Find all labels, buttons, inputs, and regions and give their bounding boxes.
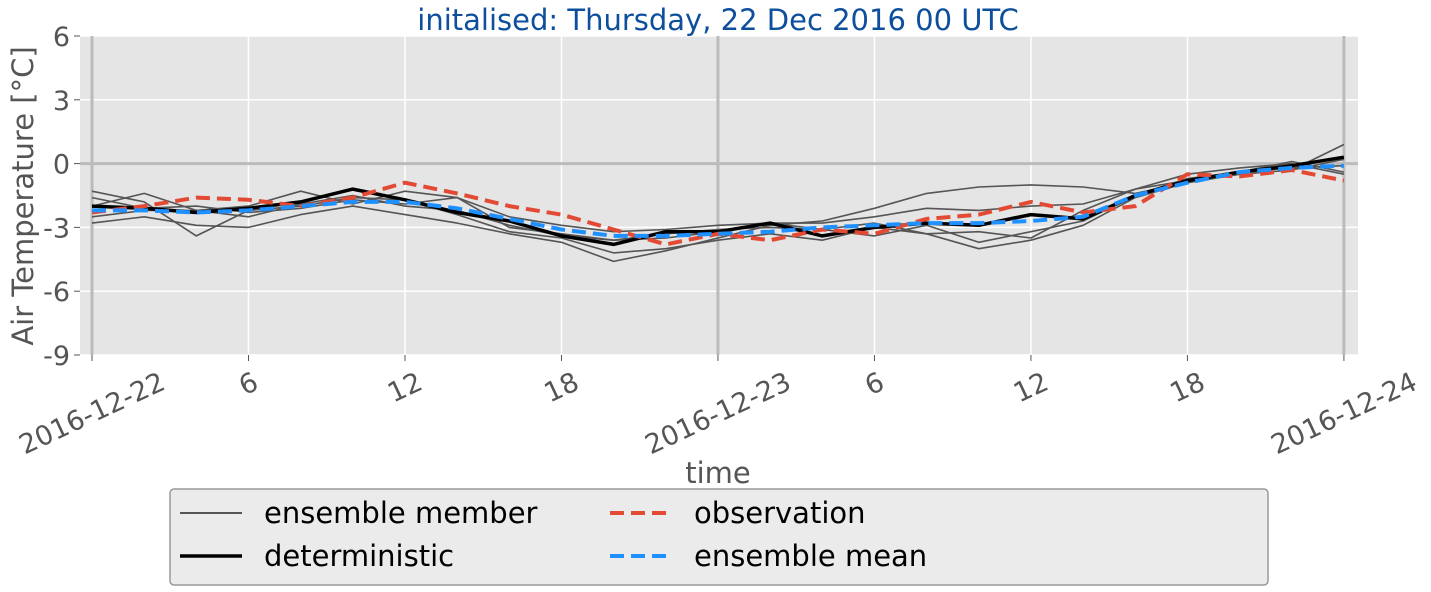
x-axis-label: time xyxy=(685,456,751,490)
x-tick-label: 6 xyxy=(234,367,263,402)
x-tick-label: 18 xyxy=(1166,367,1210,410)
y-axis-label: Air Temperature [°C] xyxy=(6,46,40,345)
chart-title: initalised: Thursday, 22 Dec 2016 00 UTC xyxy=(417,3,1018,37)
legend-box xyxy=(169,488,1269,586)
line xyxy=(91,143,1345,263)
y-tick-label: 3 xyxy=(53,86,70,117)
x-tick-label: 2016-12-24 xyxy=(1266,367,1421,461)
y-tick-label: -9 xyxy=(43,341,70,372)
x-tick-label: 2016-12-23 xyxy=(641,367,796,461)
legend-label: ensemble member xyxy=(264,496,538,530)
legend-label: ensemble mean xyxy=(694,539,927,573)
x-tick-label: 18 xyxy=(540,367,584,410)
x-tick-label: 12 xyxy=(383,367,427,410)
x-tick-label: 6 xyxy=(860,367,889,402)
x-tick-label: 12 xyxy=(1009,367,1053,410)
line xyxy=(91,168,1345,247)
y-tick-label: 0 xyxy=(53,150,70,181)
line xyxy=(92,163,1344,238)
legend-label: deterministic xyxy=(264,539,454,573)
y-tick-label: -3 xyxy=(43,213,70,244)
legend-label: observation xyxy=(694,496,866,530)
x-tick-label: 2016-12-22 xyxy=(15,367,170,461)
y-tick-label: -6 xyxy=(43,277,70,308)
y-tick-label: 6 xyxy=(53,22,70,53)
